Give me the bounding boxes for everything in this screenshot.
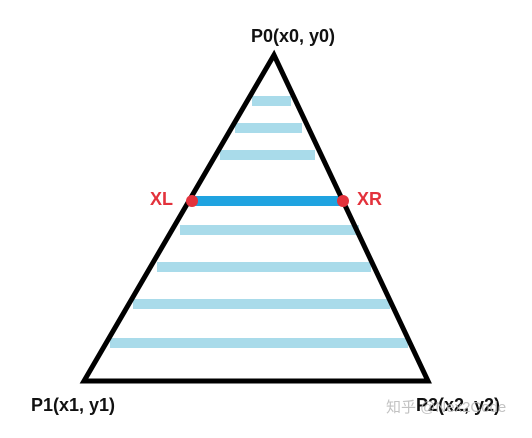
xr-point [337, 195, 349, 207]
vertex-label-p0: P0(x0, y0) [251, 26, 336, 46]
xr-label: XR [357, 189, 383, 209]
xl-label: XL [150, 189, 174, 209]
scanline-group [110, 96, 408, 348]
watermark: 知乎 @Nex2Code [386, 399, 507, 416]
vertex-label-p1: P1(x1, y1) [31, 395, 116, 415]
vertex-label-p2: P2(x2, y2) [416, 395, 501, 415]
triangle-outline [79, 49, 432, 384]
xl-point [186, 195, 198, 207]
